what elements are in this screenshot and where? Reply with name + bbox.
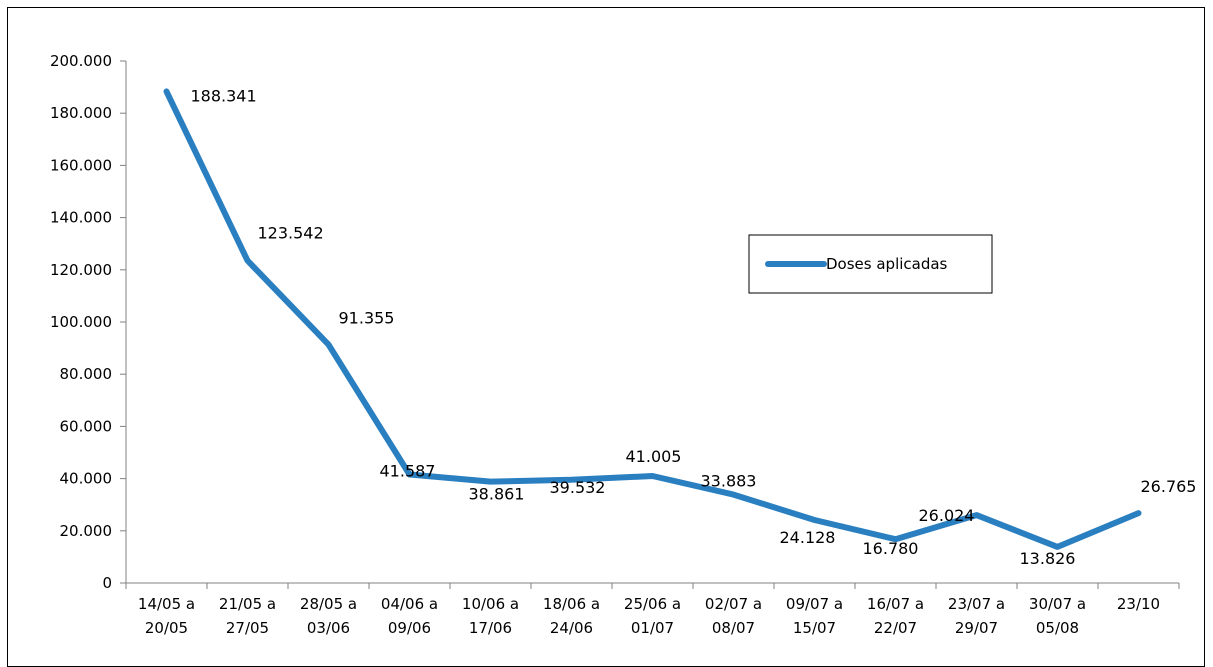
data-labels: 188.341 123.542 91.355 41.587 38.861 39.532 41… [191,86,1197,567]
x-tick-label: 04/06 a 09/06 [381,595,438,637]
chart-axes [120,60,1180,589]
data-label: 41.005 [626,447,682,466]
data-label: 33.883 [701,472,757,491]
x-tick-label: 23/10 [1117,595,1160,613]
x-tick-label: 14/05 a 20/05 [138,595,195,637]
series-doses-aplicadas [163,88,1142,550]
legend: Doses aplicadas [748,234,993,294]
legend-entry-label: Doses aplicadas [826,255,948,273]
chart-frame [7,7,1205,667]
x-tick-label: 02/07 a 08/07 [705,595,762,637]
y-tick-label: 60.000 [60,417,113,435]
y-axis-tick-labels: 0 20.000 40.000 60.000 80.000 100.000 120.000 1… [50,52,112,592]
x-tick-label: 18/06 a 24/06 [543,595,600,637]
x-tick-label: 23/07 a 29/07 [948,595,1005,637]
y-tick-label: 160.000 [50,156,112,174]
data-label: 26.765 [1141,477,1197,496]
data-label: 39.532 [550,478,606,497]
y-tick-label: 200.000 [50,52,112,70]
data-label: 24.128 [780,528,836,547]
y-tick-label: 0 [102,574,112,592]
y-tick-label: 140.000 [50,209,112,227]
y-tick-label: 100.000 [50,313,112,331]
x-tick-label: 25/06 a 01/07 [624,595,681,637]
x-tick-label: 10/06 a 17/06 [462,595,519,637]
x-tick-label: 28/05 a 03/06 [300,595,357,637]
y-tick-label: 40.000 [60,470,113,488]
series-line [163,88,1142,550]
x-tick-label: 16/07 a 22/07 [867,595,924,637]
x-axis-tick-labels: 14/05 a 20/05 21/05 a 27/05 28/05 a 03/06 04/0… [138,595,1160,637]
data-label: 41.587 [380,461,436,480]
data-label: 188.341 [191,86,257,105]
y-tick-label: 180.000 [50,104,112,122]
data-label: 16.780 [863,539,919,558]
x-tick-label: 30/07 a 05/08 [1029,595,1086,637]
x-tick-label: 09/07 a 15/07 [786,595,843,637]
x-tick-label: 21/05 a 27/05 [219,595,276,637]
y-tick-label: 20.000 [60,522,113,540]
data-label: 13.826 [1020,549,1076,568]
data-label: 26.024 [919,506,975,525]
y-tick-label: 120.000 [50,261,112,279]
data-label: 123.542 [258,224,324,243]
data-label: 38.861 [469,485,525,504]
y-tick-label: 80.000 [60,365,113,383]
data-label: 91.355 [339,309,395,328]
